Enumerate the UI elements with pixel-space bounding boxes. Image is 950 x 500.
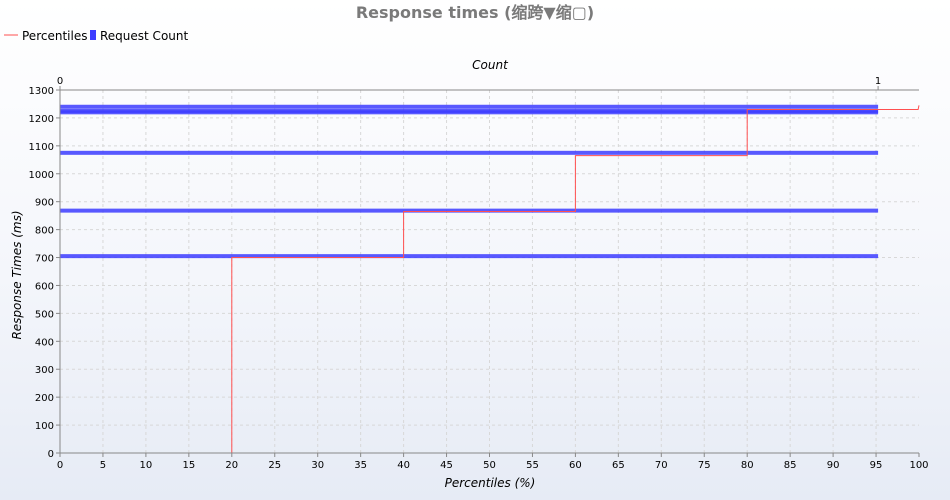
y-tick-label: 1300 bbox=[29, 86, 54, 97]
x-tick-label: 55 bbox=[526, 460, 539, 471]
legend-percentiles-label: Percentiles bbox=[22, 29, 87, 43]
percentiles-line bbox=[231, 105, 920, 453]
request-count-bar bbox=[60, 150, 879, 155]
x-tick-label: 5 bbox=[100, 460, 106, 471]
y-tick-label: 0 bbox=[48, 449, 54, 460]
y-tick-label: 1000 bbox=[29, 170, 54, 181]
y-tick-label: 700 bbox=[35, 254, 54, 265]
x-tick-label: 45 bbox=[440, 460, 453, 471]
y-tick-label: 400 bbox=[35, 337, 54, 348]
x-axis-title: Percentiles (%) bbox=[445, 476, 536, 490]
grid bbox=[60, 89, 919, 453]
legend-request-count-label: Request Count bbox=[100, 29, 188, 43]
x-tick-label: 95 bbox=[870, 460, 883, 471]
x2-tick-label: 0 bbox=[57, 76, 63, 87]
x-tick-label: 35 bbox=[354, 460, 367, 471]
y-tick-label: 500 bbox=[35, 309, 54, 320]
y-tick-label: 100 bbox=[35, 421, 54, 432]
x2-tick-label: 1 bbox=[875, 76, 881, 87]
legend-request-count-swatch bbox=[90, 30, 96, 40]
x-tick-label: 75 bbox=[698, 460, 711, 471]
request-count-bar bbox=[60, 208, 879, 213]
chart-title: Response times (缩跨▼缩▢) bbox=[356, 3, 594, 22]
y-tick-label: 1200 bbox=[29, 114, 54, 125]
x2-axis-title: Count bbox=[472, 58, 509, 72]
request-count-bars bbox=[60, 104, 879, 259]
x-tick-label: 50 bbox=[483, 460, 496, 471]
x-tick-label: 100 bbox=[909, 460, 928, 471]
x-tick-label: 25 bbox=[268, 460, 281, 471]
legend: Percentiles Request Count bbox=[4, 29, 188, 43]
y-tick-label: 800 bbox=[35, 226, 54, 237]
x-tick-label: 40 bbox=[397, 460, 410, 471]
request-count-bar bbox=[60, 104, 879, 109]
y-axis-title: Response Times (ms) bbox=[10, 210, 24, 339]
x-tick-label: 90 bbox=[827, 460, 840, 471]
x-tick-label: 60 bbox=[569, 460, 582, 471]
y-tick-label: 1100 bbox=[29, 142, 54, 153]
request-count-bar bbox=[60, 254, 879, 259]
x-tick-label: 30 bbox=[311, 460, 324, 471]
x-tick-label: 80 bbox=[741, 460, 754, 471]
x-tick-label: 85 bbox=[784, 460, 797, 471]
x-tick-label: 0 bbox=[57, 460, 63, 471]
x-tick-label: 10 bbox=[140, 460, 153, 471]
percentiles-series-line bbox=[231, 105, 920, 453]
y-tick-label: 300 bbox=[35, 365, 54, 376]
x-tick-label: 20 bbox=[225, 460, 238, 471]
x-tick-label: 70 bbox=[655, 460, 668, 471]
x-tick-label: 65 bbox=[612, 460, 625, 471]
y-tick-label: 600 bbox=[35, 281, 54, 292]
axes: 0 5 10 15 20 25 30 35 40 45 50 55 60 65 70 75 80 85 90 95 10… bbox=[29, 76, 929, 471]
x-tick-label: 15 bbox=[182, 460, 195, 471]
request-count-bar bbox=[60, 108, 879, 113]
y-tick-label: 900 bbox=[35, 198, 54, 209]
y-tick-label: 200 bbox=[35, 393, 54, 404]
